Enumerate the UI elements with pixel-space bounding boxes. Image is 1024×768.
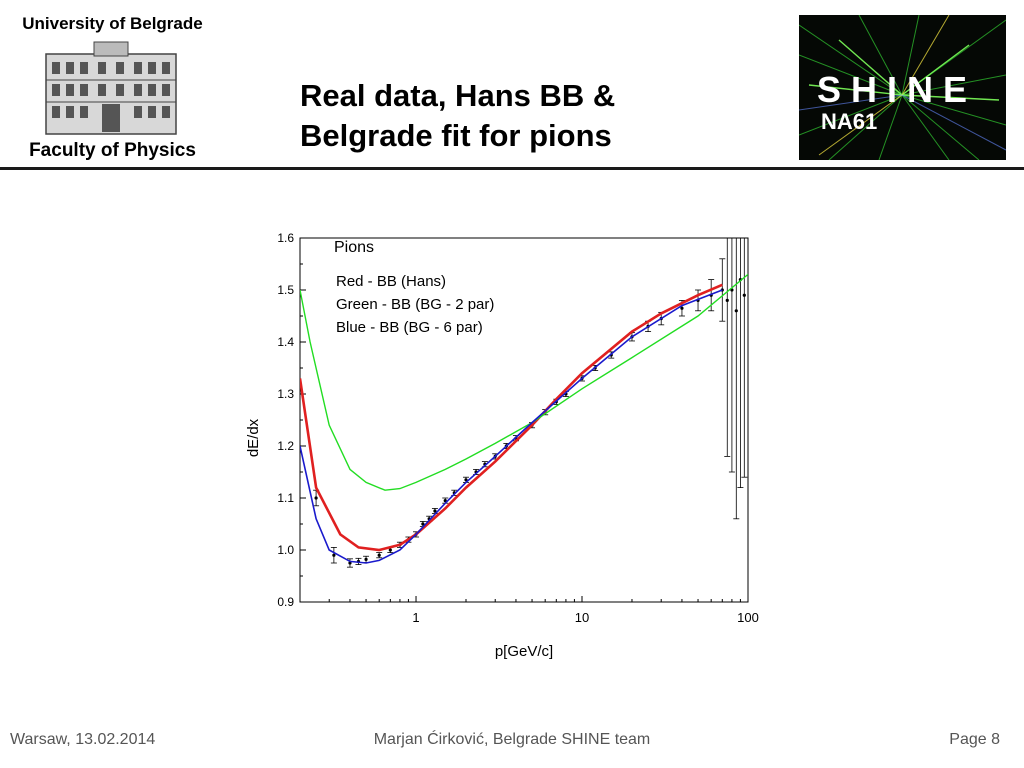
y-tick-label: 1.0: [277, 543, 294, 557]
dedx-chart: 0.9 1.0 1.1 1.2 1.3 1.4 1.5 1.6 1 10 100 Pions Red…: [245, 231, 759, 660]
particle-tracks-icon: [799, 15, 1006, 160]
data-point: [421, 522, 425, 526]
series-line-red: [300, 283, 723, 552]
y-tick-label: 1.1: [277, 491, 294, 505]
y-tick-label: 1.6: [277, 231, 294, 245]
data-point: [725, 298, 729, 302]
x-axis-label: p[GeV/c]: [495, 643, 553, 660]
title-line-2: Belgrade fit for pions: [300, 118, 612, 153]
data-point: [364, 557, 368, 561]
data-point: [332, 553, 336, 557]
y-tick-label: 1.4: [277, 335, 294, 349]
data-point: [734, 309, 738, 313]
legend-entry-red: Red - BB (Hans): [336, 273, 446, 290]
chart-title: Pions: [334, 239, 374, 256]
x-tick-label: 10: [575, 610, 589, 625]
title-line-1: Real data, Hans BB &: [300, 78, 616, 113]
legend-entry-blue: Blue - BB (BG - 6 par): [336, 319, 483, 336]
university-building-icon: [45, 41, 177, 135]
series-line-blue: [300, 289, 723, 564]
slide-title: Real data, Hans BB & Belgrade fit for pi…: [300, 76, 690, 156]
x-tick-label: 1: [412, 610, 419, 625]
y-tick-label: 0.9: [277, 595, 294, 609]
y-tick-label: 1.5: [277, 283, 294, 297]
shine-logo-text: SHINE: [817, 69, 978, 110]
faculty-name: Faculty of Physics: [29, 140, 196, 161]
footer-location-date: Warsaw, 13.02.2014: [10, 731, 156, 748]
y-axis-label: dE/dx: [245, 418, 262, 457]
data-point: [377, 553, 381, 557]
x-tick-label: 100: [737, 610, 759, 625]
na61-logo-text: NA61: [821, 109, 878, 134]
data-point: [742, 293, 746, 297]
legend-entry-green: Green - BB (BG - 2 par): [336, 296, 494, 313]
header-divider: [0, 167, 1024, 170]
shine-logo: SHINE NA61: [799, 15, 1006, 160]
data-point: [433, 509, 437, 513]
footer-author: Marjan Ćirković, Belgrade SHINE team: [373, 731, 651, 748]
data-point: [314, 496, 318, 500]
footer-page-number: Page 8: [949, 731, 1000, 748]
data-point: [464, 478, 468, 482]
y-tick-label: 1.3: [277, 387, 294, 401]
university-logo: University of Belgrade Faculty of Physic…: [10, 8, 215, 166]
data-point: [388, 548, 392, 552]
series-line-green: [300, 273, 748, 491]
data-point: [680, 306, 684, 310]
university-name: University of Belgrade: [22, 14, 203, 33]
y-tick-label: 1.2: [277, 439, 294, 453]
